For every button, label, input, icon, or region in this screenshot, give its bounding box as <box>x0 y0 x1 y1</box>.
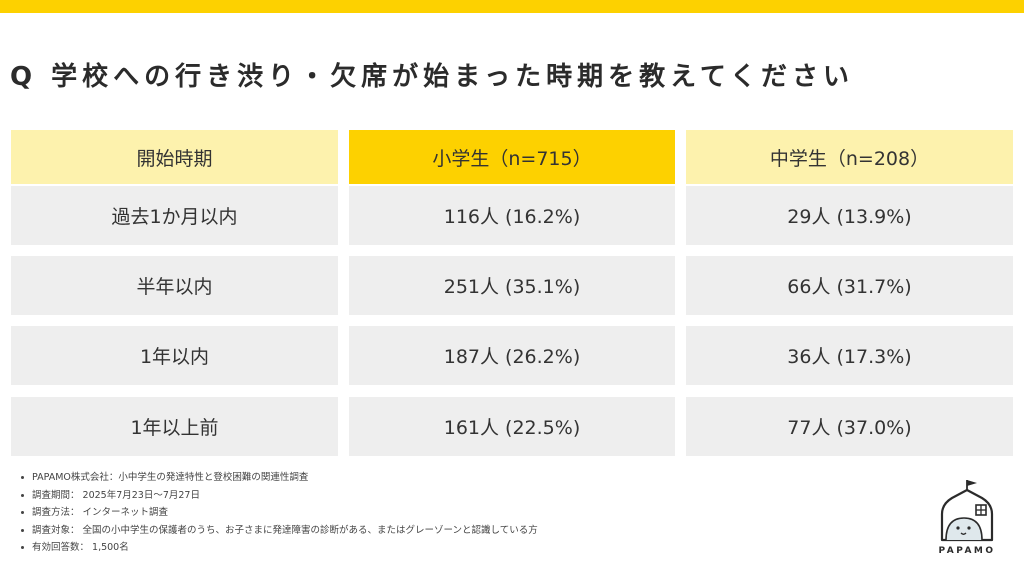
top-accent-bar <box>0 0 1024 13</box>
logo-text: PAPAMO <box>938 546 996 556</box>
note-item: 調査期間： 2025年7月23日～7月27日 <box>20 487 538 505</box>
row-label: 半年以内 <box>11 256 338 315</box>
survey-notes: PAPAMO株式会社：小中学生の発達特性と登校困難の関連性調査 調査期間： 20… <box>20 469 538 557</box>
row-label: 1年以内 <box>11 326 338 385</box>
header-start-period: 開始時期 <box>11 130 338 184</box>
junior-high-value: 29人 (13.9%) <box>686 186 1013 245</box>
row-label: 過去1か月以内 <box>11 186 338 245</box>
note-item: PAPAMO株式会社：小中学生の発達特性と登校困難の関連性調査 <box>20 469 538 487</box>
papamo-logo: PAPAMO <box>928 478 1006 560</box>
house-face-icon <box>940 480 994 542</box>
header-junior-high: 中学生（n=208） <box>686 130 1013 184</box>
junior-high-value: 36人 (17.3%) <box>686 326 1013 385</box>
row-label: 1年以上前 <box>11 397 338 456</box>
junior-high-value: 77人 (37.0%) <box>686 397 1013 456</box>
page-title: Q 学校への行き渋り・欠席が始まった時期を教えてください <box>10 62 855 92</box>
elementary-value: 251人 (35.1%) <box>349 256 675 315</box>
elementary-value: 116人 (16.2%) <box>349 186 675 245</box>
elementary-value: 187人 (26.2%) <box>349 326 675 385</box>
header-elementary: 小学生（n=715） <box>349 130 675 184</box>
elementary-value: 161人 (22.5%) <box>349 397 675 456</box>
note-item: 有効回答数： 1,500名 <box>20 539 538 557</box>
note-item: 調査方法： インターネット調査 <box>20 504 538 522</box>
junior-high-value: 66人 (31.7%) <box>686 256 1013 315</box>
note-item: 調査対象： 全国の小中学生の保護者のうち、お子さまに発達障害の診断がある、または… <box>20 522 538 540</box>
